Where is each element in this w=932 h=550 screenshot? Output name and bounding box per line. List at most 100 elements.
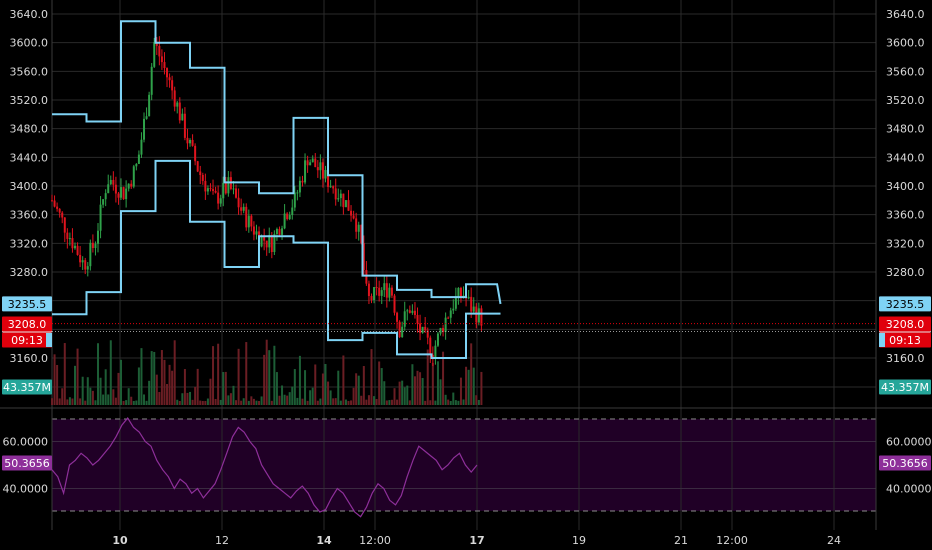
candle-body <box>283 213 286 229</box>
candle-body <box>66 232 69 239</box>
volume-bar <box>224 371 227 405</box>
candle-body <box>160 56 163 63</box>
candle-body <box>324 170 327 179</box>
candle-body <box>360 224 363 244</box>
volume-bar <box>217 343 220 405</box>
y-tick-label: 3160.0 <box>10 352 49 365</box>
volume-bar <box>178 400 181 405</box>
candle-body <box>398 321 401 338</box>
volume-bar <box>370 349 373 405</box>
volume-bar <box>278 395 281 405</box>
candle-body <box>240 207 243 211</box>
volume-bar <box>342 355 345 405</box>
volume-bar <box>227 395 230 405</box>
volume-bar <box>143 394 146 405</box>
candle-body <box>467 296 470 299</box>
x-tick-label: 24 <box>827 534 841 547</box>
candle-body <box>357 224 360 232</box>
candle-body <box>449 310 452 318</box>
candle-body <box>84 260 87 270</box>
volume-bar <box>398 381 401 405</box>
volume-bar <box>150 351 153 405</box>
y-tick-label: 3400.0 <box>886 180 925 193</box>
candle-body <box>367 283 370 297</box>
candle-body <box>434 345 437 358</box>
volume-bar <box>242 398 245 405</box>
candle-body <box>245 206 248 228</box>
volume-bar <box>454 400 457 405</box>
x-axis: 10 12 14 12:00 17 19 21 12:00 24 <box>112 534 841 547</box>
volume-bar <box>219 399 222 405</box>
rsi-tick-label: 40.0000 <box>886 483 932 496</box>
candle-body <box>337 198 340 200</box>
volume-bar <box>406 385 409 405</box>
volume-bar <box>472 367 475 405</box>
candle-body <box>252 226 255 235</box>
candle-body <box>270 235 273 253</box>
volume-bar <box>334 398 337 405</box>
y-tick-label: 3360.0 <box>10 209 49 222</box>
volume-bar <box>171 370 174 405</box>
candle-body <box>155 42 158 46</box>
x-tick-label: 14 <box>316 534 332 547</box>
rsi-tick-label: 60.0000 <box>3 436 49 449</box>
candle-body <box>370 296 373 301</box>
rsi-value-label: 50.3656 <box>882 457 928 470</box>
volume-bar <box>309 390 312 405</box>
volume-bar <box>155 374 158 405</box>
volume-bar <box>158 392 161 405</box>
candle-body <box>291 207 294 215</box>
candle-body <box>107 184 110 194</box>
candle-body <box>334 188 337 200</box>
volume-bar <box>439 379 442 405</box>
candle-body <box>140 139 143 155</box>
volume-bar <box>137 367 140 405</box>
candle-body <box>355 218 358 232</box>
volume-bar <box>189 391 192 405</box>
channel-price-label-bg <box>2 296 52 312</box>
volume-bar <box>419 372 422 405</box>
candle-body <box>390 287 393 296</box>
volume-bar <box>355 373 358 405</box>
candle-body <box>166 68 169 78</box>
y-tick-label: 3280.0 <box>10 266 49 279</box>
candle-body <box>204 180 207 192</box>
x-tick-label: 12:00 <box>359 534 391 547</box>
volume-bar <box>204 400 207 405</box>
volume-bar <box>229 393 232 405</box>
volume-bar <box>97 343 100 405</box>
candle-body <box>332 186 335 189</box>
volume-bar <box>339 400 342 405</box>
volume-bar <box>91 390 94 405</box>
volume-bar <box>109 340 112 405</box>
rsi-tick-label: 40.0000 <box>3 483 49 496</box>
candle-body <box>206 188 209 192</box>
volume-bar <box>258 400 261 405</box>
volume-bar <box>362 366 365 405</box>
y-axis-left: 3640.0 3600.0 3560.0 3520.0 3480.0 3440.0 3400… <box>3 8 49 496</box>
volume-bar <box>360 395 363 405</box>
volume-bar <box>429 400 432 405</box>
candle-body <box>250 215 253 227</box>
y-tick-label: 3440.0 <box>886 151 925 164</box>
volume-bar <box>344 399 347 405</box>
volume-bar <box>449 400 452 405</box>
y-tick-label: 3480.0 <box>886 123 925 136</box>
y-tick-label: 3640.0 <box>10 8 49 21</box>
volume-bar <box>191 399 194 405</box>
volume-bar <box>99 377 102 405</box>
volume-bar <box>94 400 97 405</box>
candle-body <box>173 90 176 107</box>
candle-body <box>130 183 133 187</box>
candle-body <box>431 354 434 358</box>
last-price-label-bg <box>2 316 52 332</box>
volume-bar <box>58 398 61 405</box>
candle-body <box>444 317 447 333</box>
candle-body <box>58 208 61 213</box>
volume-bar <box>431 362 434 405</box>
candle-body <box>403 311 406 327</box>
volume-bar <box>76 348 79 405</box>
candle-body <box>344 200 347 208</box>
volume-bar <box>286 395 289 405</box>
